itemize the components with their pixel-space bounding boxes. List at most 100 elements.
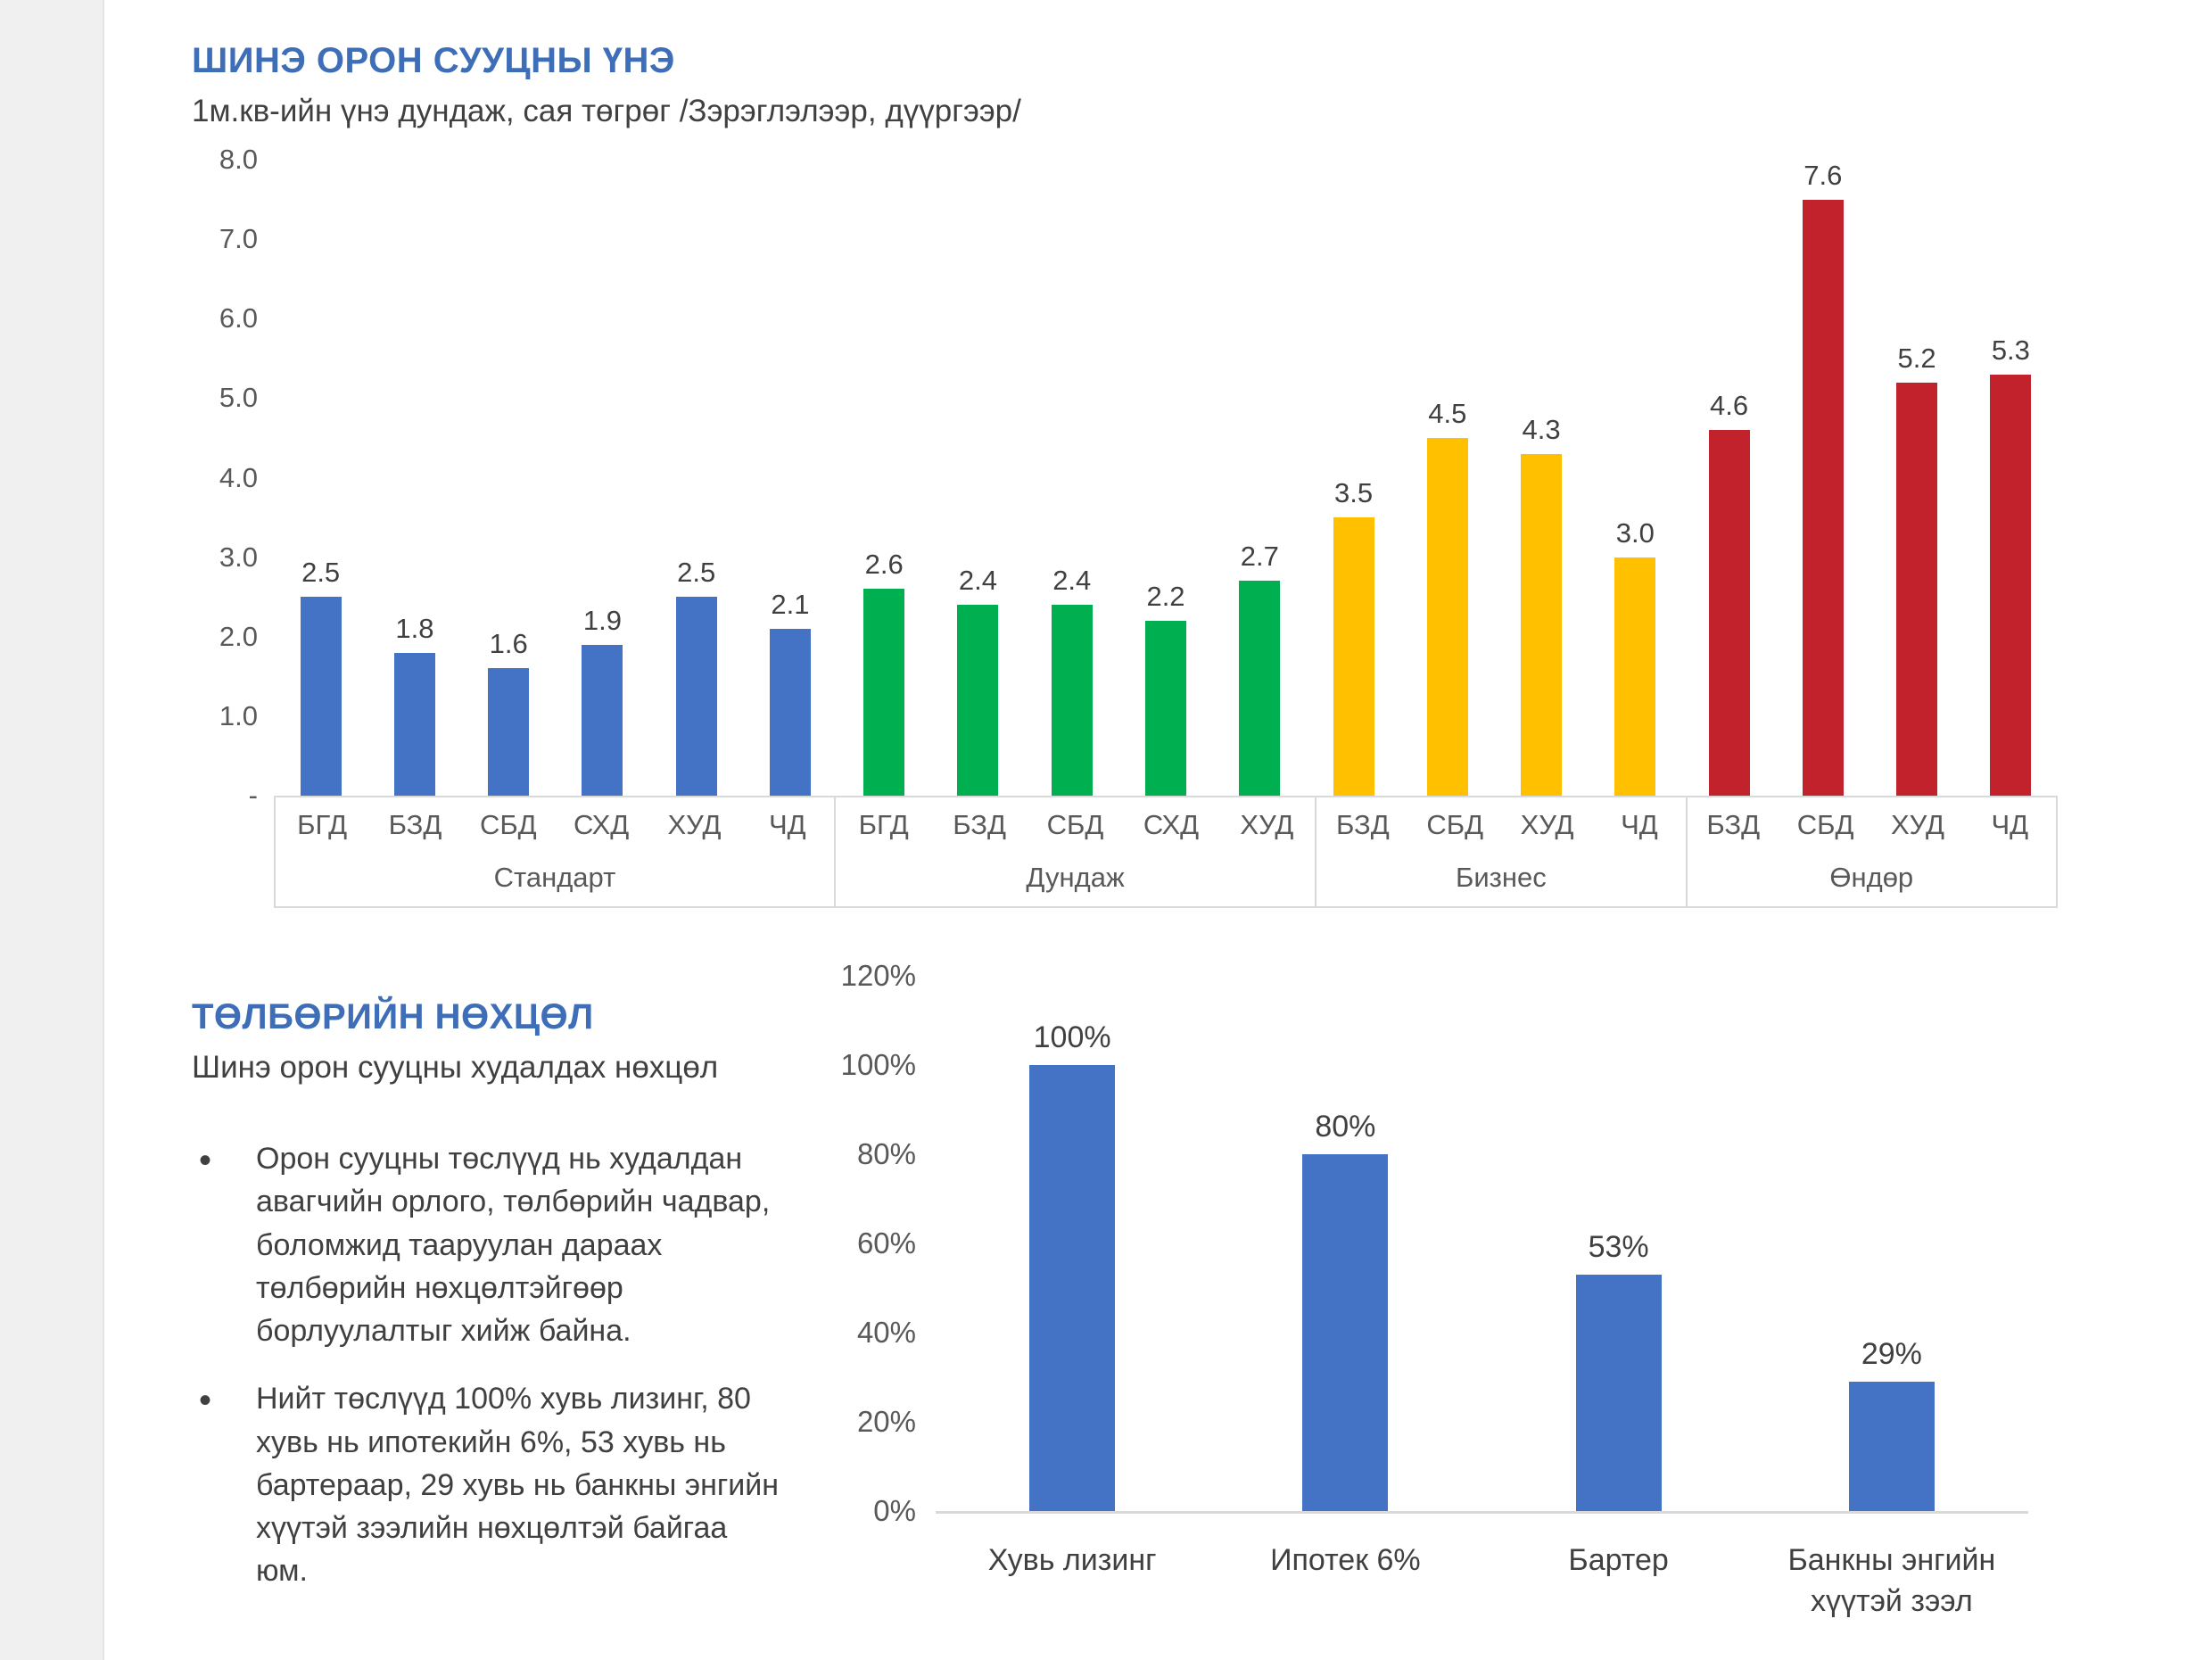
bar-group-Бизнес: 3.5 4.5 4.3 3.0 — [1307, 160, 1682, 796]
x-axis-group-Стандарт: БГД БЗД СБД СХД ХУД ЧД Стандарт — [276, 797, 834, 906]
bar-slot: 2.5 — [274, 160, 367, 796]
y-axis-tick-label: 60% — [856, 1226, 916, 1259]
bar — [582, 644, 623, 796]
bar-slot: 7.6 — [1776, 160, 1869, 796]
x-axis-group-label: Бизнес — [1456, 862, 1547, 893]
y-axis-tick-label: 100% — [840, 1048, 916, 1081]
bar-slot: 2.5 — [649, 160, 743, 796]
bar-slot: 80% — [1209, 976, 1482, 1511]
x-axis-district-label: ЧД — [1621, 809, 1658, 840]
payment-text-column: ТӨЛБӨРИЙН НӨХЦӨЛ Шинэ орон сууцны худалд… — [192, 997, 780, 1623]
x-axis-district-row: БЗД СБД ХУД ЧД — [1688, 797, 2056, 853]
bar-value-label: 2.2 — [1146, 580, 1185, 612]
payment-bullet-1: Орон сууцны төслүүд нь худалдан авагчийн… — [192, 1136, 780, 1352]
bar-slot: 29% — [1755, 976, 2028, 1511]
payment-bar-chart: 120% 100% 80% 60% 40% 20% 0% 100% 80% 53% 29% Хув… — [836, 959, 2028, 1623]
x-axis-district-label: БЗД — [953, 809, 1006, 840]
x-axis-district-label: СБД — [1426, 809, 1484, 840]
x-axis-district-label: СБД — [1796, 809, 1854, 840]
payment-section: ТӨЛБӨРИЙН НӨХЦӨЛ Шинэ орон сууцны худалд… — [192, 959, 2212, 1623]
bar-value-label: 100% — [1033, 1020, 1111, 1054]
bar — [1802, 200, 1844, 796]
payment-chart-plot-area: 100% 80% 53% 29% — [936, 976, 2028, 1514]
bar — [1614, 557, 1656, 796]
bar-slot: 2.2 — [1118, 160, 1212, 796]
bar — [488, 668, 530, 796]
x-axis-group-label: Стандарт — [493, 862, 616, 893]
y-axis-tick-label: 6.0 — [219, 302, 258, 334]
x-axis-group-Бизнес: БЗД СБД ХУД ЧД Бизнес — [1315, 797, 1685, 906]
x-axis-district-row: БГД БЗД СБД СХД ХУД ЧД — [276, 797, 834, 853]
bar-slot: 5.2 — [1869, 160, 1963, 796]
bar-value-label: 4.3 — [1522, 413, 1561, 445]
price-chart-x-axis-row: БГД БЗД СБД СХД ХУД ЧД Стандарт БГД БЗД СБД СХД ХУД… — [192, 796, 2058, 908]
x-axis-district-row: БГД БЗД СБД СХД ХУД — [836, 797, 1315, 853]
page-left-margin-strip — [0, 0, 104, 1660]
x-axis-district-row: БЗД СБД ХУД ЧД — [1316, 797, 1685, 853]
bar-value-label: 3.5 — [1333, 477, 1374, 509]
payment-chart-y-axis: 120% 100% 80% 60% 40% 20% 0% — [836, 959, 936, 1527]
bar — [1896, 382, 1938, 796]
payment-section-title: ТӨЛБӨРИЙН НӨХЦӨЛ — [192, 997, 594, 1036]
x-axis-district-label: СХД — [1143, 809, 1200, 840]
x-axis-district-label: ЧД — [1991, 809, 2029, 840]
bar-group-Өндөр: 4.6 7.6 5.2 5.3 — [1682, 160, 2058, 796]
bar-value-label: 2.7 — [1240, 541, 1279, 573]
bar-slot: 4.3 — [1494, 160, 1588, 796]
bar-value-label: 7.6 — [1803, 160, 1843, 191]
bar-value-label: 80% — [1315, 1110, 1376, 1144]
bar-slot: 3.0 — [1589, 160, 1682, 796]
bar — [1333, 517, 1374, 796]
bar-slot: 2.7 — [1213, 160, 1307, 796]
x-axis-district-label: ХУД — [1520, 809, 1574, 840]
x-axis-category-text: Ипотек 6% — [1270, 1543, 1421, 1577]
y-axis-tick-label: 80% — [856, 1137, 916, 1170]
price-section-subtitle: 1м.кв-ийн үнэ дундаж, сая төгрөг /Зэрэгл… — [192, 94, 1021, 128]
x-axis-district-label: ХУД — [1240, 809, 1294, 840]
bar-value-label: 29% — [1861, 1337, 1922, 1371]
bar-value-label: 53% — [1588, 1230, 1649, 1264]
bar-value-label: 4.5 — [1428, 397, 1467, 429]
y-axis-tick-label: 3.0 — [219, 541, 258, 573]
bar-group-Дундаж: 2.6 2.4 2.4 2.2 2.7 — [838, 160, 1307, 796]
bar-value-label: 2.1 — [771, 588, 810, 620]
bar — [769, 628, 811, 796]
x-axis-category-text: Банкны энгийн хүүтэй зээл — [1787, 1543, 1996, 1618]
y-axis-tick-label: 120% — [840, 959, 916, 992]
payment-bullet-2: Нийт төслүүд 100% хувь лизинг, 80 хувь н… — [192, 1375, 780, 1592]
x-axis-district-label: ЧД — [768, 809, 806, 840]
bar-value-label: 5.3 — [1991, 334, 2030, 366]
y-axis-tick-label: 2.0 — [219, 620, 258, 652]
price-chart-x-axis-box: БГД БЗД СБД СХД ХУД ЧД Стандарт БГД БЗД СБД СХД ХУД… — [274, 796, 2058, 908]
x-axis-category-label: Ипотек 6% — [1209, 1514, 1482, 1623]
bar-slot: 4.5 — [1400, 160, 1494, 796]
x-axis-category-text: Бартер — [1568, 1543, 1669, 1577]
bar-group-Стандарт: 2.5 1.8 1.6 1.9 2.5 2.1 — [274, 160, 838, 796]
payment-section-subtitle: Шинэ орон сууцны худалдах нөхцөл — [192, 1050, 719, 1085]
x-axis-group-Дундаж: БГД БЗД СБД СХД ХУД Дундаж — [833, 797, 1315, 906]
y-axis-tick-label: - — [248, 780, 258, 811]
bar — [957, 605, 999, 796]
bar-value-label: 1.6 — [489, 628, 528, 660]
bar — [300, 597, 342, 796]
bar-slot: 1.8 — [367, 160, 461, 796]
bar-slot: 100% — [936, 976, 1209, 1511]
y-axis-tick-label: 5.0 — [219, 382, 258, 414]
bar-slot: 1.6 — [462, 160, 556, 796]
y-axis-tick-label: 1.0 — [219, 699, 258, 731]
payment-bullet-list: Орон сууцны төслүүд нь худалдан авагчийн… — [192, 1136, 780, 1593]
bar-value-label: 4.6 — [1710, 390, 1749, 422]
y-axis-tick-label: 8.0 — [219, 144, 258, 175]
x-axis-district-label: БГД — [297, 809, 348, 840]
bar-value-label: 1.8 — [395, 612, 434, 644]
bar — [1239, 581, 1281, 796]
y-axis-tick-label: 7.0 — [219, 223, 258, 255]
bar-value-label: 3.0 — [1615, 516, 1655, 549]
x-axis-district-label: ХУД — [1890, 809, 1944, 840]
price-chart-y-axis: 8.0 7.0 6.0 5.0 4.0 3.0 2.0 1.0 - — [192, 144, 274, 811]
x-axis-category-label: Бартер — [1482, 1514, 1755, 1623]
x-axis-district-label: ХУД — [667, 809, 722, 840]
price-bar-chart: 8.0 7.0 6.0 5.0 4.0 3.0 2.0 1.0- 2.5 1.8 1.6 1.9 2.… — [192, 144, 2058, 908]
x-axis-group-Өндөр: БЗД СБД ХУД ЧД Өндөр — [1685, 797, 2056, 906]
